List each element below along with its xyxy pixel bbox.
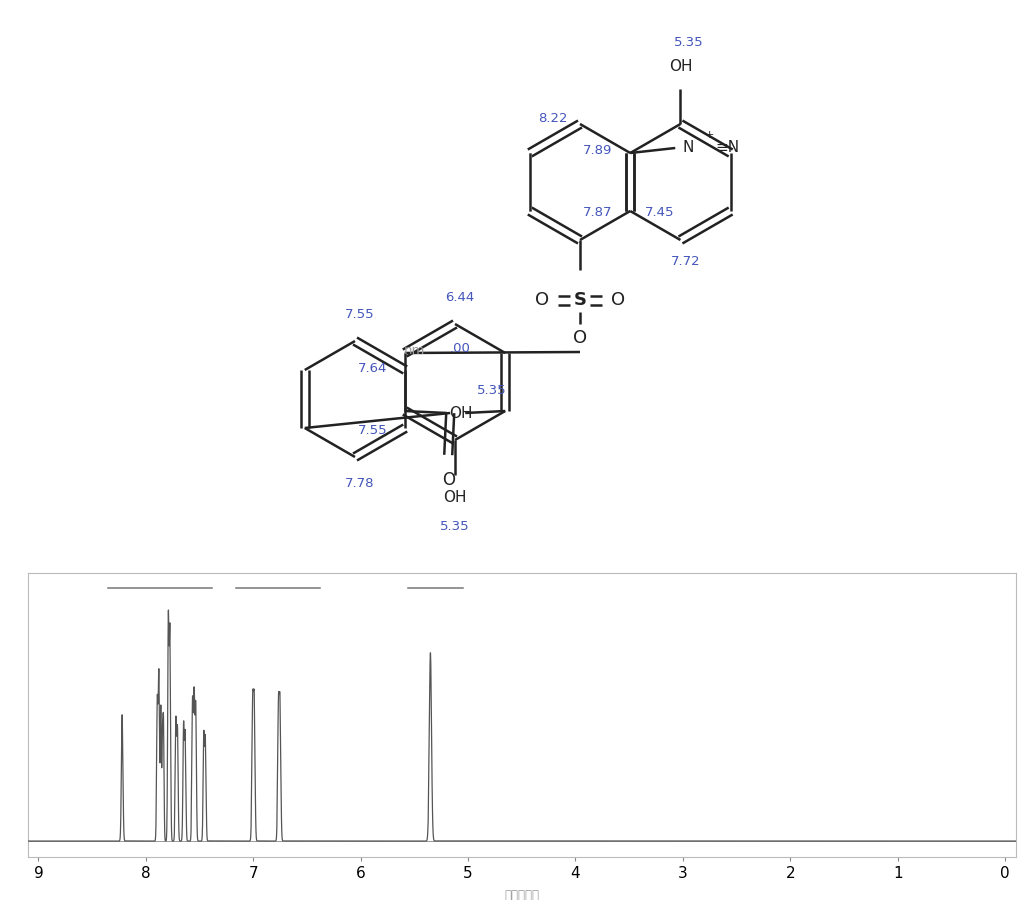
Text: 5.35: 5.35 xyxy=(477,384,507,397)
Text: 7.72: 7.72 xyxy=(671,255,700,268)
Text: 7.89: 7.89 xyxy=(583,145,612,158)
Text: 7.87: 7.87 xyxy=(583,206,612,220)
Text: OH: OH xyxy=(449,406,472,420)
Text: 盖德化工网: 盖德化工网 xyxy=(504,889,540,900)
Text: 5.35: 5.35 xyxy=(440,520,470,533)
Text: O: O xyxy=(535,291,549,309)
Text: nm: nm xyxy=(403,345,425,357)
Text: OH: OH xyxy=(669,59,692,74)
Text: ≡N: ≡N xyxy=(715,140,739,156)
Text: N: N xyxy=(682,140,693,156)
Text: 7.55: 7.55 xyxy=(357,424,387,436)
Text: 8.22: 8.22 xyxy=(539,112,568,125)
Text: 6.44: 6.44 xyxy=(445,291,475,304)
Text: 5.35: 5.35 xyxy=(674,36,703,49)
Text: S: S xyxy=(573,291,587,309)
Text: 7.64: 7.64 xyxy=(357,362,387,374)
Text: 7.55: 7.55 xyxy=(345,308,375,321)
Text: 7.78: 7.78 xyxy=(345,477,375,490)
Text: .00: .00 xyxy=(450,341,470,355)
Text: +: + xyxy=(706,130,715,140)
Text: O: O xyxy=(573,329,587,347)
Text: OH: OH xyxy=(443,490,467,505)
Text: O: O xyxy=(441,471,455,489)
Text: O: O xyxy=(611,291,625,309)
Text: 7.45: 7.45 xyxy=(645,206,675,220)
